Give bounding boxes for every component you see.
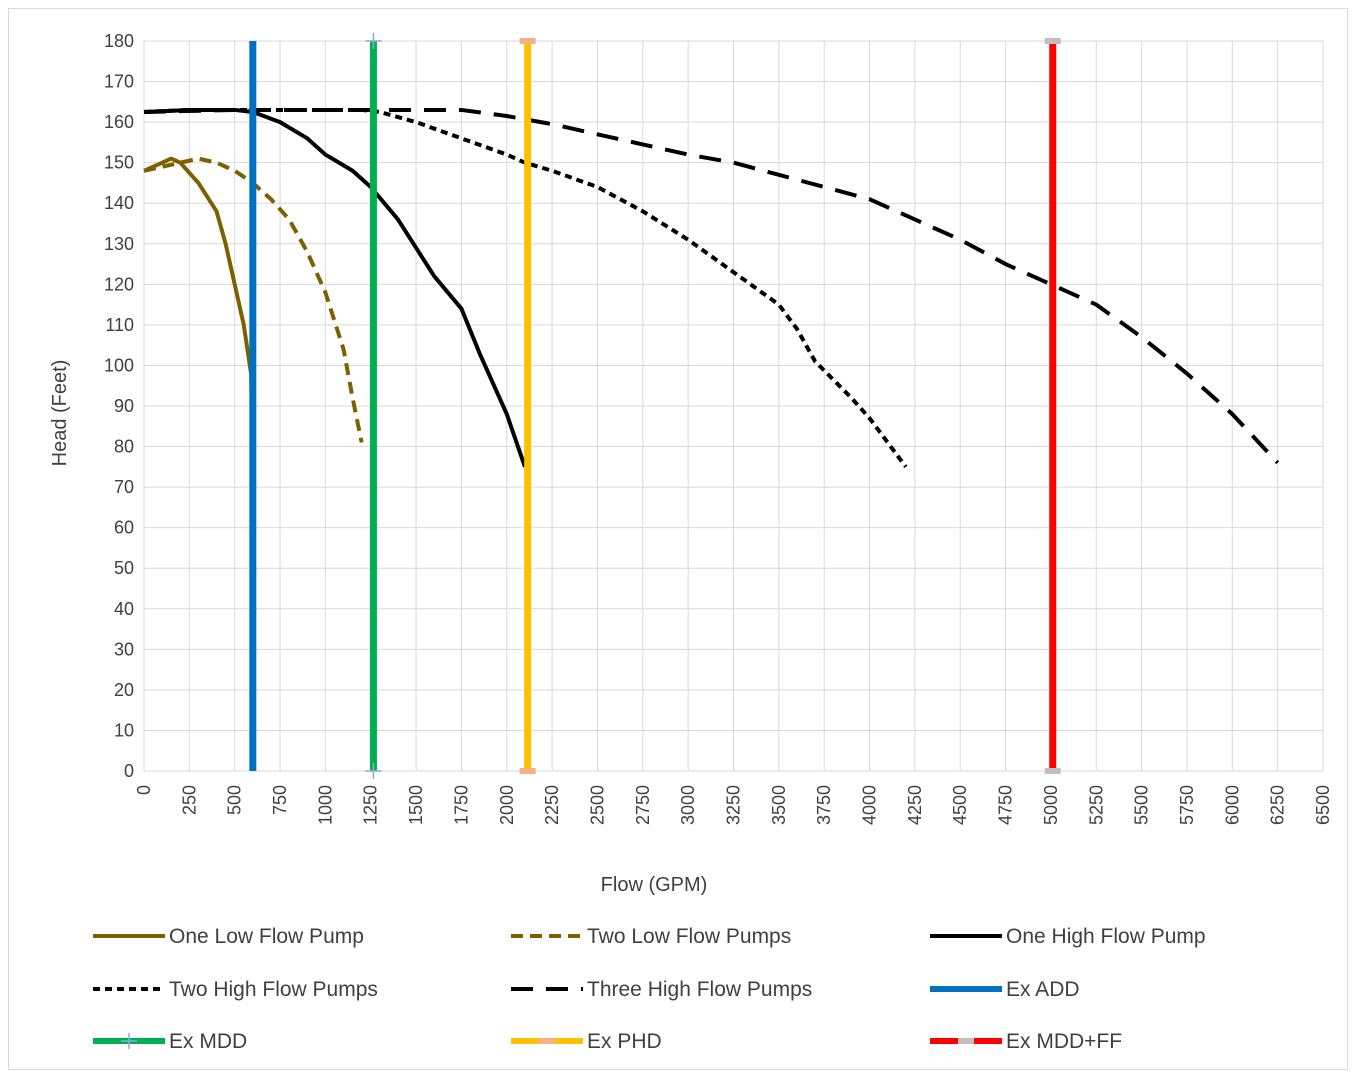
series-ex-mdd-marker <box>365 33 382 49</box>
legend-label-two-high-flow-pumps: Two High Flow Pumps <box>169 978 378 1001</box>
x-tick-label: 4750 <box>996 785 1016 825</box>
legend-label-one-low-flow-pump: One Low Flow Pump <box>169 925 364 948</box>
series-one-low-flow-pump-line <box>143 156 255 447</box>
x-tick-label: 1000 <box>315 785 335 825</box>
legend-marker <box>539 1038 555 1044</box>
x-tick-label: 2000 <box>497 785 517 825</box>
x-tick-label: 5500 <box>1132 785 1152 825</box>
y-tick-label: 10 <box>114 720 134 740</box>
x-tick-label: 3000 <box>678 785 698 825</box>
legend-marker <box>121 1033 137 1049</box>
chart-frame: 0 10 20 30 40 50 60 70 80 90 100 110 120 130 140 150 160… <box>8 8 1348 1070</box>
x-tick-label: 2500 <box>587 785 607 825</box>
x-tick-label: 5750 <box>1177 785 1197 825</box>
legend-label-ex-phd: Ex PHD <box>587 1030 662 1053</box>
legend-label-two-low-flow-pumps: Two Low Flow Pumps <box>587 925 791 948</box>
x-tick-label: 500 <box>225 785 245 815</box>
x-tick-label: 6000 <box>1222 785 1242 825</box>
x-tick-labels: 0 250 500 750 1000 1250 1500 1750 2000 2250 2500 27… <box>134 785 1333 825</box>
flow-head-chart: 0 10 20 30 40 50 60 70 80 90 100 110 120 130 140 150 160… <box>49 31 1333 1053</box>
y-tick-label: 0 <box>124 761 134 781</box>
x-tick-label: 2250 <box>542 785 562 825</box>
x-tick-label: 4500 <box>950 785 970 825</box>
series-lines <box>143 33 1280 779</box>
series-ex-mdd-marker <box>365 763 382 779</box>
y-tick-label: 150 <box>104 153 134 173</box>
y-tick-label: 100 <box>104 355 134 375</box>
y-tick-label: 50 <box>114 558 134 578</box>
x-axis-title: Flow (GPM) <box>601 874 708 896</box>
series-ex-phd-marker <box>519 38 536 44</box>
x-tick-label: 750 <box>270 785 290 815</box>
gridlines <box>143 40 1324 772</box>
x-tick-label: 3750 <box>814 785 834 825</box>
y-tick-label: 170 <box>104 72 134 92</box>
series-one-high-flow-pump-line <box>143 107 527 468</box>
x-tick-label: 1750 <box>451 785 471 825</box>
series-three-high-flow-pumps-line <box>143 107 1280 465</box>
y-tick-label: 40 <box>114 599 134 619</box>
legend-label-three-high-flow-pumps: Three High Flow Pumps <box>587 978 812 1001</box>
y-tick-labels: 0 10 20 30 40 50 60 70 80 90 100 110 120 130 140 150 160… <box>104 31 134 781</box>
x-tick-label: 2750 <box>633 785 653 825</box>
x-tick-label: 6250 <box>1268 785 1288 825</box>
x-tick-label: 4250 <box>905 785 925 825</box>
x-tick-label: 4000 <box>860 785 880 825</box>
series-ex-phd-marker <box>519 768 536 774</box>
y-tick-label: 140 <box>104 193 134 213</box>
y-tick-label: 160 <box>104 112 134 132</box>
series-ex-mdd-plus-ff-marker <box>1044 38 1061 44</box>
legend-label-ex-mdd-plus-ff: Ex MDD+FF <box>1006 1030 1122 1053</box>
y-axis-title: Head (Feet) <box>49 360 71 467</box>
series-two-low-flow-pumps-line <box>143 156 364 443</box>
y-tick-label: 30 <box>114 639 134 659</box>
x-tick-label: 5000 <box>1041 785 1061 825</box>
legend-marker <box>958 1038 974 1044</box>
legend-label-one-high-flow-pump: One High Flow Pump <box>1006 925 1206 948</box>
x-tick-label: 250 <box>179 785 199 815</box>
y-tick-label: 120 <box>104 274 134 294</box>
series-ex-mdd-plus-ff-marker <box>1044 768 1061 774</box>
y-tick-label: 130 <box>104 234 134 254</box>
y-tick-label: 60 <box>114 518 134 538</box>
x-tick-label: 1250 <box>361 785 381 825</box>
x-tick-label: 0 <box>134 785 154 795</box>
y-tick-label: 80 <box>114 437 134 457</box>
x-tick-label: 3250 <box>724 785 744 825</box>
x-tick-label: 1500 <box>406 785 426 825</box>
legend-label-ex-mdd: Ex MDD <box>169 1030 247 1053</box>
legend-label-ex-add: Ex ADD <box>1006 978 1080 1001</box>
legend: One Low Flow Pump Two Low Flow Pumps One H… <box>93 925 1206 1053</box>
y-tick-label: 110 <box>105 315 134 335</box>
y-tick-label: 20 <box>114 680 134 700</box>
y-tick-label: 180 <box>104 31 134 51</box>
y-tick-label: 70 <box>114 477 134 497</box>
x-tick-label: 5250 <box>1086 785 1106 825</box>
x-tick-label: 6500 <box>1313 785 1333 825</box>
x-tick-label: 3500 <box>769 785 789 825</box>
y-tick-label: 90 <box>114 396 134 416</box>
